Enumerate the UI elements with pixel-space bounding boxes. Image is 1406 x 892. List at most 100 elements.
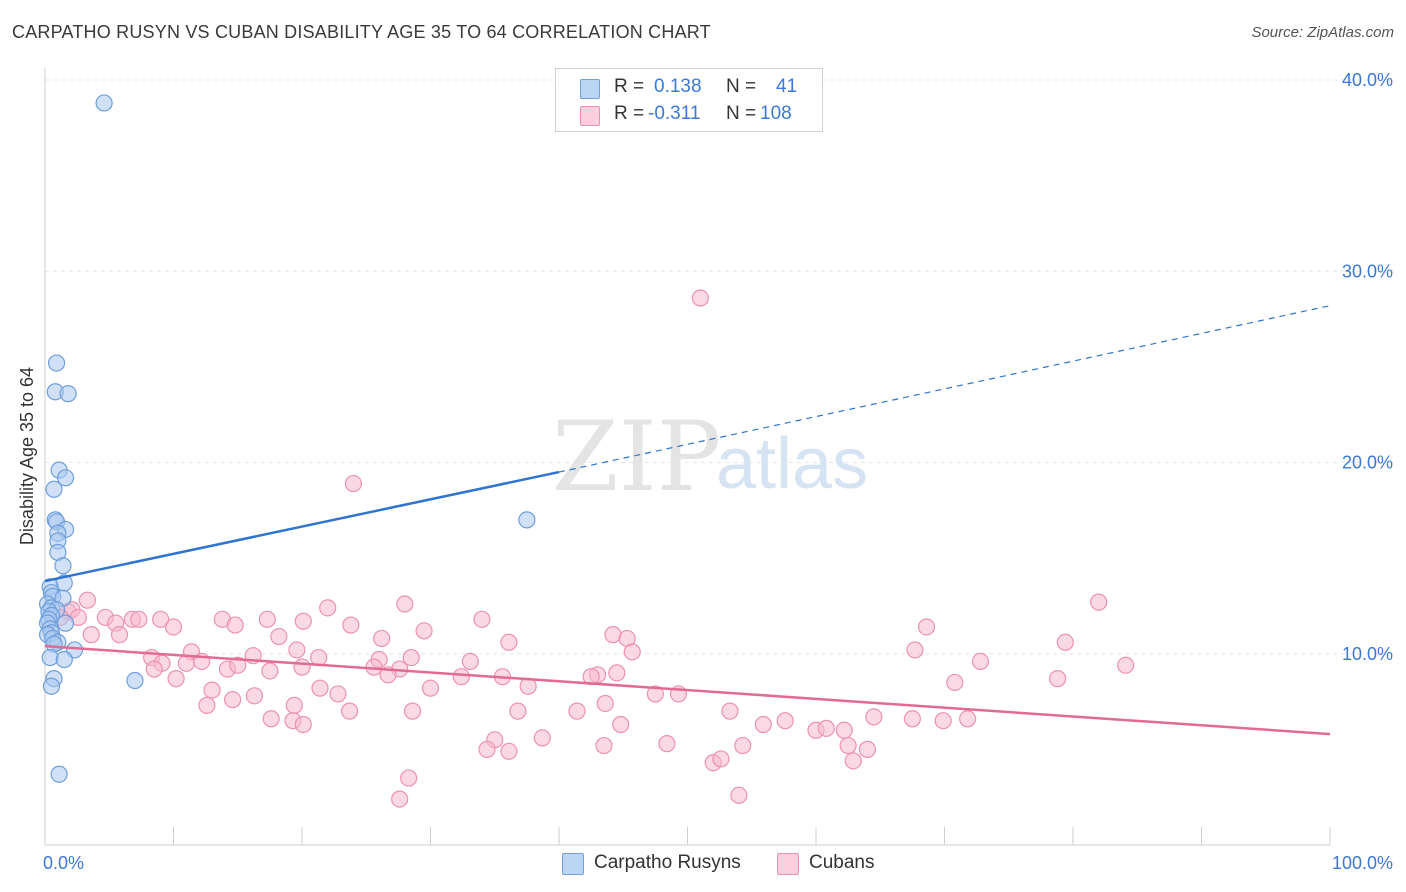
data-point [344, 474, 362, 493]
data-point [858, 740, 877, 758]
data-point [608, 664, 626, 682]
data-point [294, 715, 312, 734]
data-point [568, 702, 586, 720]
watermark-atlas: atlas [716, 424, 868, 504]
source-credit: Source: ZipAtlas.com [1251, 24, 1394, 41]
data-point [294, 612, 312, 630]
data-point [311, 679, 329, 697]
legend-r-label: R = [614, 76, 645, 97]
chart-title: CARPATHO RUSYN VS CUBAN DISABILITY AGE 3… [12, 22, 711, 42]
data-point [126, 671, 144, 690]
cubans-points [51, 289, 1135, 808]
data-point [110, 626, 129, 644]
bottom-legend-label: Carpatho Rusyns [594, 852, 741, 873]
data-point [130, 610, 148, 628]
data-point [95, 94, 113, 112]
data-point [329, 685, 347, 703]
data-point [293, 658, 311, 676]
data-point [452, 668, 470, 686]
y-axis-title: Disability Age 35 to 64 [17, 367, 37, 545]
bottom-legend-swatch-pink [777, 853, 799, 875]
data-point [473, 610, 491, 628]
legend-n-value: 108 [760, 103, 792, 124]
data-point [164, 618, 183, 636]
bottom-legend-label: Cubans [809, 852, 875, 873]
data-point [167, 670, 185, 688]
y-tick-label: 40.0% [1342, 70, 1393, 90]
data-point [50, 765, 68, 783]
data-point [1048, 670, 1067, 688]
data-point [258, 610, 276, 628]
data-point [177, 654, 195, 672]
data-point [776, 712, 794, 730]
legend-n-label: N = [726, 76, 757, 97]
data-point [59, 385, 77, 403]
data-point [721, 702, 739, 720]
y-tick-label: 10.0% [1342, 644, 1393, 664]
data-point [403, 702, 422, 720]
data-point [226, 616, 244, 634]
watermark: ZIP atlas [552, 401, 868, 513]
data-point [229, 656, 247, 674]
y-tick-labels: 10.0% 20.0% 30.0% 40.0% [1342, 70, 1393, 664]
data-point [421, 679, 440, 697]
data-point [391, 790, 409, 808]
bottom-legend-swatch-blue [562, 853, 584, 875]
legend-r-label: R = [614, 103, 645, 124]
data-point [817, 719, 835, 737]
data-point [198, 696, 216, 714]
data-point [903, 710, 921, 728]
data-point [461, 652, 479, 671]
data-point [270, 627, 288, 646]
data-point [959, 710, 977, 728]
legend-r-value: 0.138 [654, 76, 702, 97]
data-point [415, 622, 433, 640]
data-point [691, 289, 709, 307]
carpatho-rusyns-points [38, 94, 536, 783]
data-point [224, 691, 242, 709]
data-point [509, 702, 527, 720]
data-point [934, 712, 952, 730]
data-point [865, 708, 883, 726]
x-tick-labels: 0.0% 100.0% [43, 853, 1393, 873]
stats-legend: R = 0.138 N = 41 R = -0.311 N = 108 [555, 68, 823, 132]
data-point [844, 752, 862, 770]
x-tick-label: 0.0% [43, 853, 84, 873]
data-point [604, 626, 622, 644]
data-point [262, 710, 280, 728]
data-point [82, 626, 100, 644]
legend-row-carpatho: R = 0.138 N = 41 [556, 75, 822, 101]
data-point [1090, 593, 1108, 611]
data-point [623, 643, 641, 661]
data-point [1117, 656, 1135, 674]
trend-line-cubans [44, 644, 1331, 736]
data-point [45, 480, 63, 498]
watermark-zip: ZIP [552, 401, 721, 513]
trend-line-carpatho-solid [44, 470, 560, 583]
data-point [145, 660, 163, 678]
data-point [245, 687, 264, 705]
trend-line-carpatho-dashed [558, 305, 1331, 473]
data-point [41, 648, 59, 667]
data-point [518, 511, 536, 529]
data-point [402, 648, 420, 667]
data-point [917, 618, 936, 636]
legend-swatch-blue [580, 79, 600, 99]
data-point [730, 786, 748, 804]
data-point [56, 469, 75, 487]
data-point [906, 641, 924, 659]
data-point [596, 694, 614, 713]
data-point [612, 715, 630, 734]
y-tick-label: 30.0% [1342, 261, 1393, 281]
legend-n-label: N = [726, 103, 757, 124]
legend-row-cubans: R = -0.311 N = 108 [556, 102, 822, 128]
data-point [971, 652, 990, 671]
data-point [310, 648, 328, 667]
data-point [203, 681, 221, 699]
legend-r-value: -0.311 [648, 103, 701, 124]
data-point [533, 729, 551, 747]
data-point [285, 696, 303, 714]
data-point [400, 769, 418, 787]
data-point [500, 742, 518, 760]
